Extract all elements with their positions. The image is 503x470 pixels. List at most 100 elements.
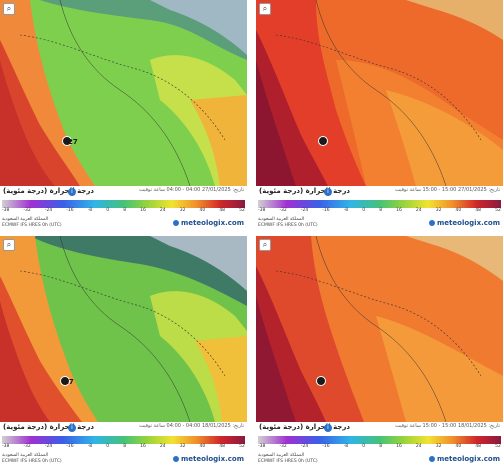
scale-tick: -16 <box>322 208 330 213</box>
scale-tick: -24 <box>300 444 309 449</box>
zoom-icon[interactable]: ⌕ <box>3 239 15 251</box>
map-panel-4: ⌕ درجة الحرارة (درجة مئوية) i تاريخ: 18/… <box>256 236 503 467</box>
scale-tick: -38 <box>258 208 266 213</box>
panel-title: درجة الحرارة (درجة مئوية) <box>259 187 350 195</box>
scale-tick: 52 <box>495 208 501 213</box>
scale-ticks: -38 -32 -24 -16 -8 0 8 16 24 32 40 48 52 <box>2 208 245 216</box>
model-label: ECMWF IFS HRES 0h (UTC) <box>258 459 318 464</box>
scale-tick: 52 <box>239 444 245 449</box>
scale-tick: 0 <box>362 444 366 449</box>
info-icon[interactable]: i <box>324 424 332 432</box>
meteologix-logo-icon <box>173 220 179 226</box>
scale-tick: 32 <box>435 444 442 449</box>
scale-tick: 32 <box>179 444 186 449</box>
brand-link[interactable]: meteologix.com <box>429 455 500 463</box>
panel-title: درجة الحرارة (درجة مئوية) <box>3 423 94 431</box>
scale-tick: 8 <box>379 208 383 213</box>
brand-label: meteologix.com <box>437 455 500 463</box>
model-info: المملكة العربية السعودية ECMWF IFS HRES … <box>2 217 62 229</box>
panel-meta: تاريخ: 27/01/2025 15:00 - 15:00 ساعة توق… <box>395 187 500 193</box>
scale-tick: 48 <box>219 208 226 213</box>
scale-tick: 48 <box>475 444 482 449</box>
scale-tick: -16 <box>322 444 330 449</box>
color-scale-bar <box>2 436 245 444</box>
scale-tick: 8 <box>123 208 127 213</box>
meteologix-logo-icon <box>173 456 179 462</box>
scale-ticks: -38 -32 -24 -16 -8 0 8 16 24 32 40 48 52 <box>258 444 501 452</box>
scale-tick: 40 <box>455 208 462 213</box>
location-pin-icon[interactable] <box>318 136 328 146</box>
model-info: المملكة العربية السعودية ECMWF IFS HRES … <box>258 453 318 465</box>
location-pin-icon[interactable] <box>316 376 326 386</box>
scale-tick: -24 <box>44 444 53 449</box>
info-icon[interactable]: i <box>324 188 332 196</box>
panel-meta: تاريخ: 18/01/2025 04:00 - 04:00 ساعة توق… <box>139 423 244 429</box>
scale-tick: -8 <box>343 444 349 449</box>
legend-strip: درجة الحرارة (درجة مئوية) i تاريخ: 18/01… <box>0 422 247 467</box>
info-icon[interactable]: i <box>68 188 76 196</box>
scale-ticks: -38 -32 -24 -16 -8 0 8 16 24 32 40 48 52 <box>258 208 501 216</box>
model-info: المملكة العربية السعودية ECMWF IFS HRES … <box>258 217 318 229</box>
panel-title: درجة الحرارة (درجة مئوية) <box>3 187 94 195</box>
panel-header: درجة الحرارة (درجة مئوية) i تاريخ: 27/01… <box>256 187 503 199</box>
panel-meta: تاريخ: 27/01/2025 04:00 - 04:00 ساعة توق… <box>139 187 244 193</box>
info-icon[interactable]: i <box>68 424 76 432</box>
brand-label: meteologix.com <box>437 219 500 227</box>
scale-tick: -32 <box>23 208 31 213</box>
scale-tick: -8 <box>343 208 349 213</box>
color-scale-bar <box>258 436 501 444</box>
model-label: ECMWF IFS HRES 0h (UTC) <box>2 459 62 464</box>
scale-tick: -32 <box>279 444 287 449</box>
location-pin-icon[interactable] <box>60 376 70 386</box>
region-label: المملكة العربية السعودية <box>258 453 305 458</box>
temperature-map[interactable]: ⌕ <box>256 0 503 186</box>
scale-tick: -24 <box>44 208 53 213</box>
scale-tick: 48 <box>475 208 482 213</box>
region-label: المملكة العربية السعودية <box>258 217 305 222</box>
model-info: المملكة العربية السعودية ECMWF IFS HRES … <box>2 453 62 465</box>
legend-strip: درجة الحرارة (درجة مئوية) i تاريخ: 18/01… <box>256 422 503 467</box>
map-panel-3: ⌕ 27 درجة الحرارة (درجة مئوية) i تاريخ: … <box>0 236 247 467</box>
location-pin-icon[interactable] <box>62 136 72 146</box>
panel-header: درجة الحرارة (درجة مئوية) i تاريخ: 18/01… <box>0 423 247 435</box>
scale-tick: 0 <box>362 208 366 213</box>
brand-label: meteologix.com <box>181 455 244 463</box>
temperature-value-label: 27 <box>68 138 78 146</box>
scale-tick: 0 <box>106 208 110 213</box>
color-scale-bar <box>2 200 245 208</box>
temperature-map[interactable]: ⌕ 27 <box>0 0 247 186</box>
scale-tick: 32 <box>179 208 186 213</box>
brand-link[interactable]: meteologix.com <box>429 219 500 227</box>
region-label: المملكة العربية السعودية <box>2 453 49 458</box>
meteologix-logo-icon <box>429 220 435 226</box>
scale-tick: 16 <box>396 208 402 213</box>
scale-tick: 24 <box>159 444 166 449</box>
temperature-map[interactable]: ⌕ 27 <box>0 236 247 422</box>
model-label: ECMWF IFS HRES 0h (UTC) <box>2 223 62 228</box>
scale-ticks: -38 -32 -24 -16 -8 0 8 16 24 32 40 48 52 <box>2 444 245 452</box>
scale-tick: 32 <box>435 208 442 213</box>
scale-tick: 24 <box>159 208 166 213</box>
scale-tick: -32 <box>23 444 31 449</box>
brand-label: meteologix.com <box>181 219 244 227</box>
scale-tick: 16 <box>140 444 146 449</box>
scale-tick: 24 <box>415 444 422 449</box>
brand-link[interactable]: meteologix.com <box>173 219 244 227</box>
temperature-value-label: 27 <box>64 378 74 386</box>
scale-tick: 52 <box>239 208 245 213</box>
map-panel-2: ⌕ درجة الحرارة (درجة مئوية) i تاريخ: 27/… <box>256 0 503 231</box>
scale-tick: -38 <box>2 208 10 213</box>
panel-header: درجة الحرارة (درجة مئوية) i تاريخ: 18/01… <box>256 423 503 435</box>
scale-tick: -8 <box>87 444 93 449</box>
zoom-icon[interactable]: ⌕ <box>3 3 15 15</box>
temperature-map[interactable]: ⌕ <box>256 236 503 422</box>
scale-tick: -38 <box>2 444 10 449</box>
zoom-icon[interactable]: ⌕ <box>259 3 271 15</box>
scale-tick: 40 <box>199 208 206 213</box>
zoom-icon[interactable]: ⌕ <box>259 239 271 251</box>
scale-tick: 40 <box>455 444 462 449</box>
meteologix-logo-icon <box>429 456 435 462</box>
scale-tick: 16 <box>140 208 146 213</box>
scale-tick: -16 <box>66 444 74 449</box>
brand-link[interactable]: meteologix.com <box>173 455 244 463</box>
